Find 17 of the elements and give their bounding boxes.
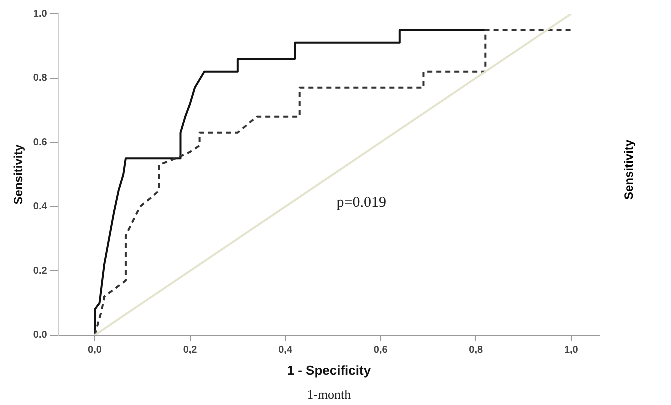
x-tick-label: 0,2 — [183, 345, 198, 356]
y-tick-label: 0.4 — [33, 202, 48, 213]
text: 1-month — [307, 387, 352, 402]
x-tick-label: 1,0 — [564, 345, 579, 356]
y-tick-label: 1.0 — [33, 8, 48, 20]
annotation: p=0.019 — [336, 194, 387, 211]
x-axis-title: 1 - Specificity — [287, 362, 372, 378]
x-tick-label: 0,0 — [88, 345, 102, 356]
y-tick-label: 0.2 — [33, 266, 48, 277]
x-tick-label: 0,8 — [469, 345, 484, 356]
y-tick-label: 0.6 — [33, 137, 48, 148]
y-tick-label: 0.8 — [33, 73, 48, 84]
y-tick-label: 0.0 — [33, 330, 48, 342]
text: Sensitivity — [622, 140, 636, 200]
x-tick-label: 0,6 — [374, 345, 388, 356]
x-tick-label: 0,4 — [278, 345, 293, 356]
y-axis-title: Sensitivity — [12, 144, 26, 205]
